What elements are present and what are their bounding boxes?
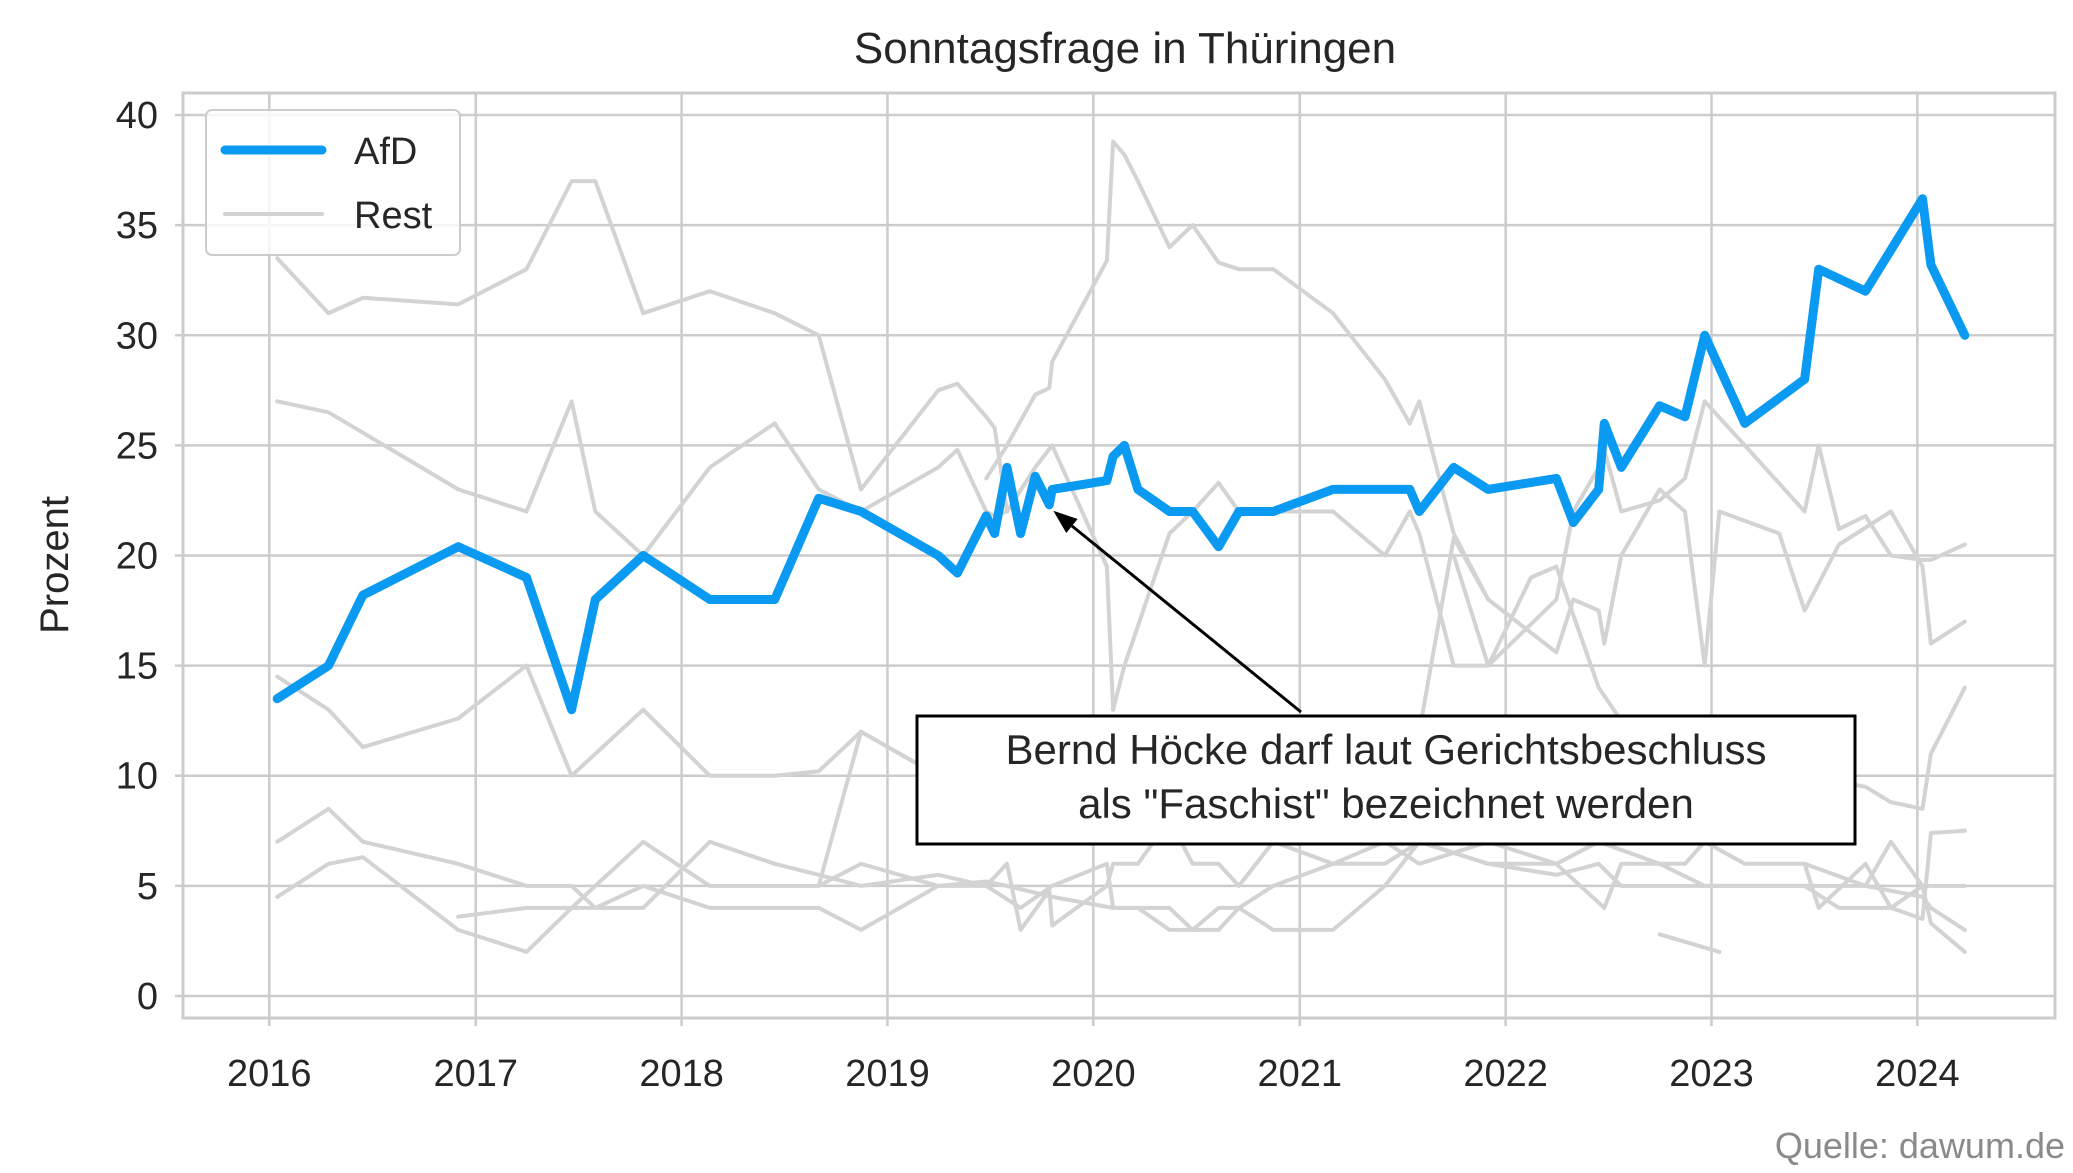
source-note: Quelle: dawum.de <box>1774 1125 2065 1166</box>
x-tick-label: 2020 <box>1051 1053 1136 1095</box>
y-tick-label: 10 <box>116 756 158 798</box>
y-tick-label: 20 <box>116 536 158 578</box>
ticks: 0 5 10 15 20 25 30 35 40 2016 2017 2018 2019 2020 2021… <box>116 95 1960 1095</box>
rest-series-line-4 <box>275 663 941 778</box>
annotation-arrowhead <box>1053 510 1078 533</box>
x-tick-label: 2019 <box>845 1053 930 1095</box>
rest-series-line-3 <box>275 399 1967 712</box>
legend: AfD Rest <box>205 109 461 256</box>
legend-label-afd: AfD <box>354 131 417 173</box>
x-tick-label: 2017 <box>433 1053 518 1095</box>
annotation-line-2: als "Faschist" bezeichnet werden <box>1078 780 1694 827</box>
x-tick-label: 2018 <box>639 1053 724 1095</box>
rest-series-line-11 <box>1802 839 1967 954</box>
annotation-arrow <box>1071 524 1302 714</box>
annotation-line-1: Bernd Höcke darf laut Gerichtsbeschluss <box>1005 726 1766 773</box>
chart-title: Sonntagsfrage in Thüringen <box>854 24 1396 73</box>
y-tick-label: 25 <box>116 425 158 467</box>
y-tick-label: 40 <box>116 95 158 137</box>
x-tick-label: 2022 <box>1463 1053 1548 1095</box>
y-tick-label: 35 <box>116 205 158 247</box>
annotation: Bernd Höcke darf laut Gerichtsbeschluss … <box>915 510 1857 846</box>
annotation-box <box>915 714 1857 846</box>
rest-series-line-1 <box>275 179 1009 514</box>
rest-series-line-2 <box>984 139 1491 602</box>
y-axis-label: Prozent <box>33 496 77 634</box>
rest-series-line-10 <box>456 828 1967 932</box>
y-tick-label: 5 <box>137 866 158 908</box>
afd-series-group <box>272 194 1970 715</box>
legend-label-rest: Rest <box>354 195 433 237</box>
y-tick-label: 30 <box>116 315 158 357</box>
grid <box>183 93 2055 1018</box>
y-tick-label: 15 <box>116 646 158 688</box>
y-tick-label: 0 <box>137 976 158 1018</box>
rest-series-line-6 <box>1382 487 1967 800</box>
x-tick-label: 2024 <box>1875 1053 1960 1095</box>
afd-series-line <box>272 194 1970 715</box>
x-tick-label: 2016 <box>227 1053 312 1095</box>
rest-series-line-12 <box>1657 932 1722 954</box>
x-tick-label: 2021 <box>1257 1053 1342 1095</box>
x-tick-label: 2023 <box>1669 1053 1754 1095</box>
